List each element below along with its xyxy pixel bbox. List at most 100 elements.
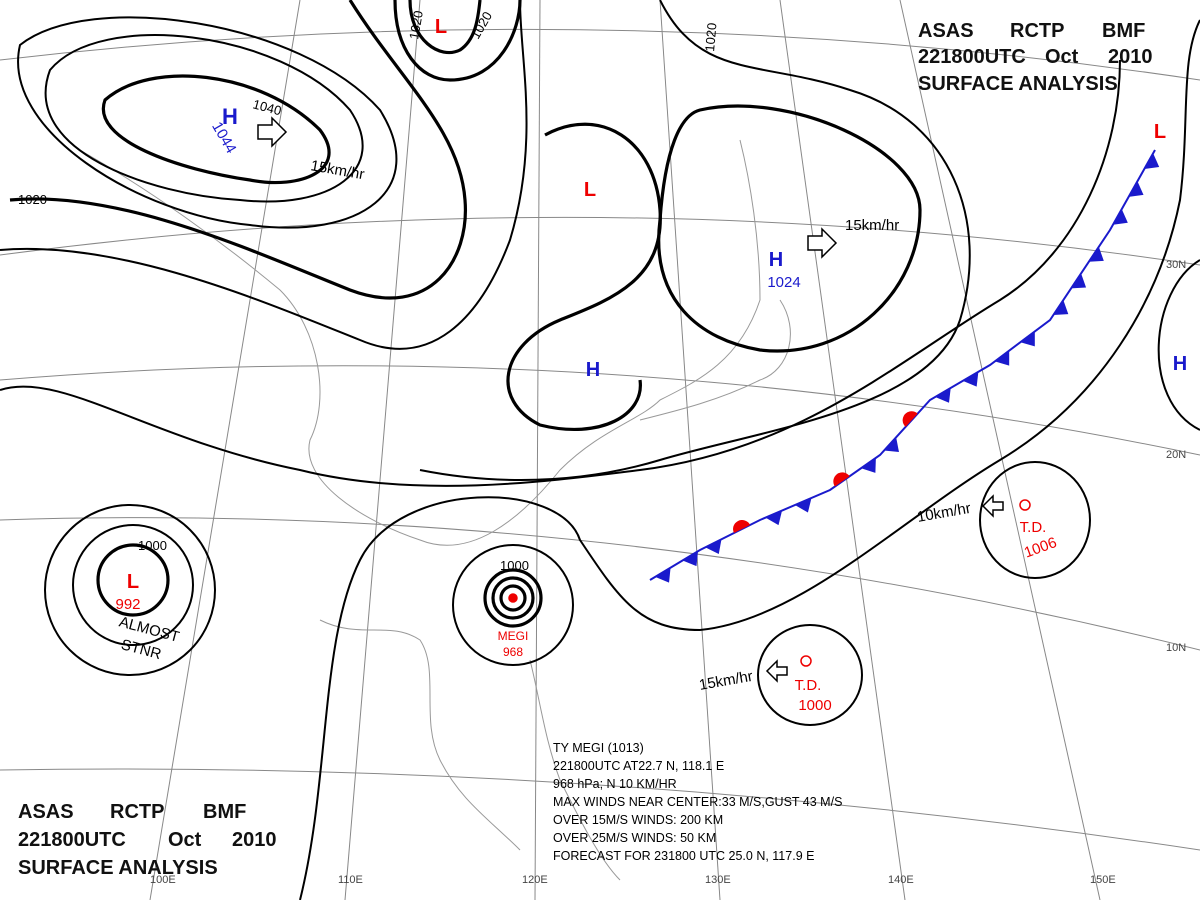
lon-labels: 100E 110E 120E 130E 140E 150E: [150, 874, 1116, 886]
td-center: [800, 655, 812, 667]
lat-line: [0, 28, 1200, 81]
isobar: [491, 576, 535, 620]
lat-labels: 30N 20N 10N: [1166, 259, 1186, 654]
warm-front-symbol: [733, 519, 751, 534]
isobar: [483, 568, 543, 628]
month: Oct: [168, 829, 202, 851]
high-symbol: H: [1173, 353, 1187, 375]
high-pressure: 1024: [767, 274, 800, 291]
header-top: ASAS RCTP BMF 221800UTC Oct 2010 SURFACE…: [918, 20, 1153, 95]
isobar: [1157, 259, 1200, 431]
motion-arrow: [807, 227, 838, 259]
td-label: T.D.: [1020, 519, 1047, 536]
typhoon-info: TY MEGI (1013) 221800UTC AT22.7 N, 118.1…: [553, 741, 842, 863]
lon-label: 150E: [1090, 874, 1116, 886]
isobar-label: 1000: [500, 558, 529, 573]
coastline: [529, 659, 621, 881]
isobar: [101, 74, 331, 185]
lon-line: [534, 0, 541, 900]
coastlines: [79, 139, 791, 881]
lat-line: [0, 365, 1200, 456]
isobar: [72, 524, 194, 646]
cold-front-symbol: [705, 539, 722, 555]
agency: ASAS: [18, 801, 74, 823]
motion-speed: 10km/hr: [916, 500, 972, 526]
warm-front-symbol: [902, 411, 918, 427]
info-line: TY MEGI (1013): [553, 741, 644, 755]
isobar: [408, 0, 482, 55]
lat-label: 30N: [1166, 259, 1186, 271]
td-center: [1019, 499, 1031, 511]
title: SURFACE ANALYSIS: [18, 857, 218, 879]
cold-front-symbol: [682, 551, 699, 567]
cold-front-symbol: [1020, 331, 1035, 347]
isobar: [0, 0, 528, 350]
cold-front-symbol: [1112, 209, 1128, 225]
lat-line: [0, 216, 1200, 266]
isobar-label: 1040: [251, 96, 283, 118]
motion-speed: 15km/hr: [309, 157, 365, 183]
isobar: [979, 461, 1091, 579]
isobar-labels: 1040 1020 1020 1020 1020 1000 1000: [18, 9, 720, 573]
isobar: [44, 34, 364, 203]
isobar: [657, 104, 922, 353]
cold-front-symbol: [994, 350, 1010, 366]
cold-front-symbol: [884, 437, 899, 452]
cold-front-symbol: [1144, 153, 1160, 169]
agency: ASAS: [918, 20, 974, 42]
lat-line: [0, 768, 1200, 851]
low-pressure: 992: [115, 596, 140, 613]
isobar: [9, 0, 468, 300]
month: Oct: [1045, 46, 1079, 68]
time: 221800UTC: [18, 829, 126, 851]
coastline: [639, 299, 791, 421]
isobar-label: 1020: [406, 9, 426, 40]
info-line: OVER 15M/S WINDS: 200 KM: [553, 813, 723, 827]
td-pressure: 1006: [1022, 534, 1059, 561]
cold-front-symbol: [935, 387, 951, 403]
lat-label: 20N: [1166, 449, 1186, 461]
cold-front-symbol: [655, 567, 671, 583]
td-label: T.D.: [795, 677, 822, 694]
low-symbol: L: [435, 16, 447, 38]
isobar: [393, 0, 522, 82]
isobar-label: 1020: [18, 192, 47, 207]
info-line: OVER 25M/S WINDS: 50 KM: [553, 831, 716, 845]
title: SURFACE ANALYSIS: [918, 73, 1118, 95]
isobar: [499, 584, 527, 612]
lon-label: 130E: [705, 874, 731, 886]
system-labels: H 1044 L L H H 1024 L H L 992 ALMOST STN…: [115, 16, 1187, 714]
info-line: 968 hPa; N 10 KM/HR: [553, 777, 677, 791]
year: 2010: [1108, 46, 1153, 68]
cold-front-symbol: [861, 457, 876, 473]
code: BMF: [203, 801, 246, 823]
stationary-front: [649, 149, 1160, 583]
motion-arrow: [765, 659, 788, 683]
lat-label: 10N: [1166, 642, 1186, 654]
isobar: [419, 0, 971, 481]
isobar: [452, 544, 574, 666]
front-line: [649, 149, 1156, 581]
cold-front-symbol: [1071, 273, 1087, 289]
cold-front-symbol: [1053, 300, 1069, 316]
coastline: [319, 619, 521, 851]
lon-label: 110E: [338, 874, 363, 886]
motion-arrows: [257, 116, 1004, 683]
cold-front-symbol: [794, 497, 812, 513]
isobar: [506, 122, 662, 431]
time: 221800UTC: [918, 46, 1026, 68]
motion-arrow: [257, 116, 288, 148]
cold-front-symbol: [1088, 246, 1104, 262]
header-bottom: ASAS RCTP BMF 221800UTC Oct 2010 SURFACE…: [18, 801, 277, 879]
lon-label: 120E: [522, 874, 548, 886]
motion-arrow: [981, 494, 1004, 518]
lon-line: [899, 0, 1101, 900]
isobar: [44, 504, 216, 676]
high-symbol: H: [222, 104, 238, 129]
typhoon-center: [508, 593, 518, 603]
lon-label: 100E: [150, 874, 176, 886]
isobar: [757, 624, 863, 726]
lon-line: [779, 0, 906, 900]
lon-label: 140E: [888, 874, 914, 886]
